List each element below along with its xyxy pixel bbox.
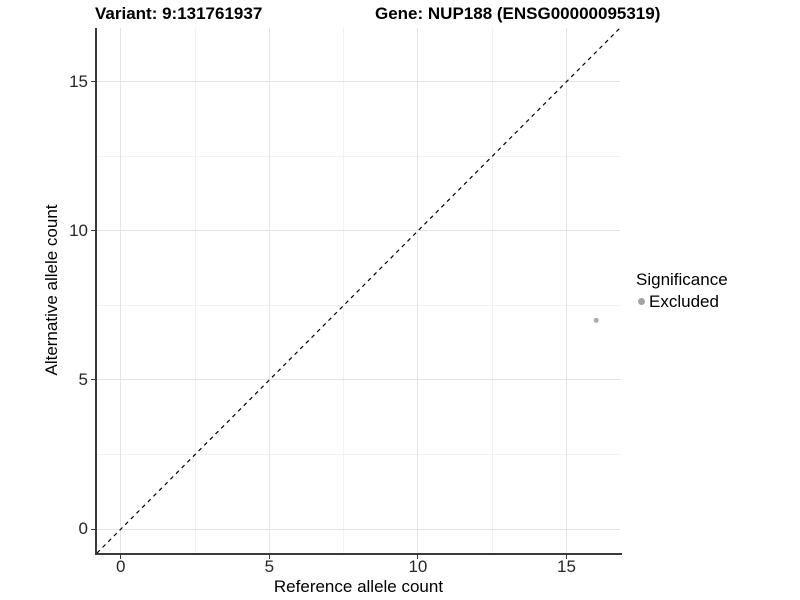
y-tick-label: 10 [69,220,88,240]
gridline-minor-vertical [343,28,345,553]
gridline-major-vertical [268,28,270,553]
y-tick-mark [91,379,95,381]
x-tick-mark [417,555,419,559]
gridline-major-vertical [417,28,419,553]
gridline-major-vertical [120,28,122,553]
y-tick-mark [91,81,95,83]
gridline-major-horizontal [97,379,620,381]
legend-key-dot-icon [638,298,645,305]
gridline-major-horizontal [97,81,620,83]
legend-title: Significance [636,270,728,289]
gridline-major-horizontal [97,230,620,232]
chart-canvas [97,28,620,553]
y-tick-label: 15 [69,71,88,91]
x-tick-mark [268,555,270,559]
y-tick-label: 5 [78,369,88,389]
x-tick-label: 15 [557,557,576,576]
data-point [593,317,599,323]
plot-panel [97,28,620,553]
x-axis-line [95,553,622,555]
x-tick-label: 10 [408,557,428,576]
x-axis-title: Reference allele count [273,577,444,596]
x-tick-label: 5 [264,557,275,576]
legend-item-label: Excluded [649,292,719,311]
gridline-minor-vertical [194,28,196,553]
gridline-minor-horizontal [97,155,620,157]
gridline-major-vertical [566,28,567,553]
gridline-minor-vertical [491,28,493,553]
y-tick-mark [91,230,95,232]
variant-title: Variant: 9:131761937 [95,4,263,23]
x-tick-label: 0 [116,557,126,576]
gridline-minor-horizontal [97,304,620,306]
gridline-minor-horizontal [97,454,620,456]
y-tick-label: 0 [78,519,88,539]
identity-reference-line [97,28,620,553]
gridline-major-horizontal [97,528,620,530]
x-tick-mark [120,555,122,559]
legend: Significance Excluded [636,269,728,312]
y-tick-mark [91,528,95,530]
y-axis-line [95,28,97,555]
gene-title: Gene: NUP188 (ENSG00000095319) [375,4,661,23]
x-tick-mark [566,555,567,559]
legend-item-excluded: Excluded [636,291,728,312]
